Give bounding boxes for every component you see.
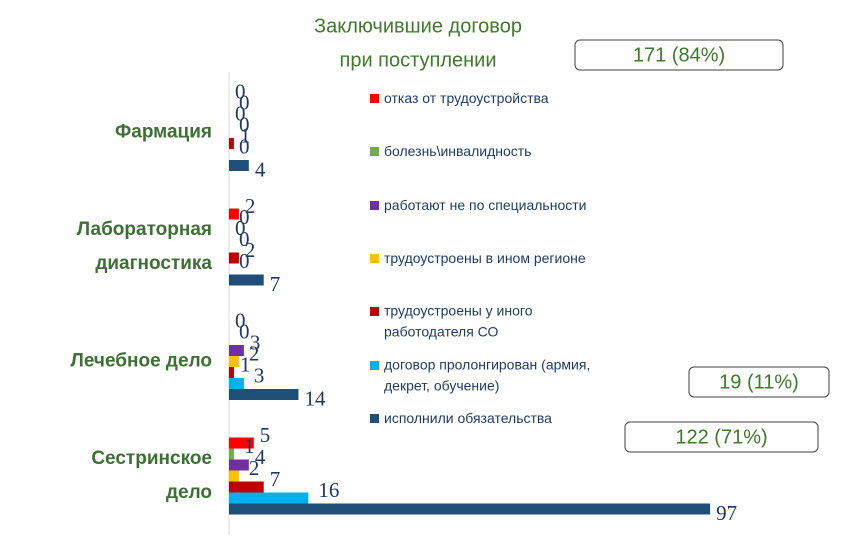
bar xyxy=(229,437,254,449)
value-label: 1 xyxy=(240,352,251,376)
legend-label: болезнь\инвалидность xyxy=(384,143,531,159)
category-label-line: Лабораторная xyxy=(77,219,212,240)
legend-label-line: трудоустроены в ином регионе xyxy=(384,250,586,266)
value-label: 0 xyxy=(239,319,250,343)
legend-label: трудоустроены в ином регионе xyxy=(384,250,586,266)
legend-label-line: работают не по специальности xyxy=(384,197,586,213)
value-label: 14 xyxy=(304,386,326,410)
category-label-line: Лечебное дело xyxy=(71,351,213,372)
bar xyxy=(229,481,264,493)
bar xyxy=(229,252,239,264)
value-label: 2 xyxy=(245,194,256,218)
category-label: Фармация xyxy=(115,122,212,143)
legend-swatch xyxy=(370,414,379,423)
bar xyxy=(229,459,249,471)
legend-label-line: декрет, обучение) xyxy=(384,377,499,393)
value-label: 0 xyxy=(239,249,250,273)
legend-label-line: работодателя СО xyxy=(384,323,498,339)
bar xyxy=(229,274,264,286)
legend-swatch xyxy=(370,147,379,156)
category-label: Лабораторная диагностика xyxy=(77,219,213,274)
category-label: Лечебное дело xyxy=(71,351,213,372)
title-line: при поступлении xyxy=(339,49,496,71)
bar xyxy=(229,470,239,482)
category-label-line: дело xyxy=(166,482,212,503)
legend-swatch xyxy=(370,307,379,316)
bar xyxy=(229,389,299,400)
value-label: 1 xyxy=(244,434,255,458)
legend-swatch xyxy=(370,254,379,263)
legend-label: работают не по специальности xyxy=(384,197,586,213)
annotation-box xyxy=(624,421,819,453)
legend-label-line: трудоустроены у иного xyxy=(384,302,533,318)
value-label: 4 xyxy=(255,157,266,181)
bar xyxy=(229,208,239,220)
value-label: 0 xyxy=(239,112,250,136)
bar xyxy=(229,367,234,378)
value-label: 0 xyxy=(235,308,246,332)
value-label: 3 xyxy=(250,330,261,354)
legend-label-line: отказ от трудоустройства xyxy=(384,90,549,106)
category-label-line: диагностика xyxy=(95,253,212,274)
value-label: 0 xyxy=(239,134,250,158)
value-label: 0 xyxy=(239,205,250,229)
bar xyxy=(229,492,309,504)
category-label-line: Сестринское xyxy=(91,448,212,469)
annotation-box xyxy=(574,39,784,71)
annotation: 19 (11%) xyxy=(719,371,799,393)
legend-label: отказ от трудоустройства xyxy=(384,90,549,106)
bar xyxy=(229,345,244,356)
bar xyxy=(229,356,239,367)
value-label: 1 xyxy=(240,123,251,147)
legend-label-line: болезнь\инвалидность xyxy=(384,143,531,159)
value-label: 0 xyxy=(235,101,246,125)
bar xyxy=(229,448,234,460)
legend-swatch xyxy=(370,201,379,210)
legend-label-line: договор пролонгирован (армия, xyxy=(384,356,590,372)
legend-label: трудоустроены у иного работодателя СО xyxy=(384,302,533,339)
annotation: 122 (71%) xyxy=(675,426,767,448)
bar xyxy=(229,503,711,515)
value-label: 2 xyxy=(249,456,259,480)
bar xyxy=(229,160,249,171)
category-label-line: Фармация xyxy=(115,122,212,143)
legend-swatch xyxy=(370,361,379,370)
value-label: 2 xyxy=(245,238,256,262)
value-label: 0 xyxy=(235,216,246,240)
category-label: Сестринское дело xyxy=(91,448,212,503)
legend-label-line: исполнили обязательства xyxy=(384,410,552,426)
value-label: 3 xyxy=(254,363,265,387)
value-label: 7 xyxy=(270,467,281,491)
value-label: 0 xyxy=(235,79,246,103)
value-label: 5 xyxy=(260,423,271,447)
value-label: 0 xyxy=(239,227,250,251)
value-label: 2 xyxy=(249,341,259,365)
legend-swatch xyxy=(370,94,379,103)
legend-label: исполнили обязательства xyxy=(384,410,552,426)
value-label: 0 xyxy=(239,90,250,114)
value-label: 97 xyxy=(716,501,737,525)
annotation: 171 (84%) xyxy=(633,44,725,66)
bar xyxy=(229,378,244,389)
annotation-box xyxy=(688,366,830,398)
bar xyxy=(229,138,234,149)
value-label: 16 xyxy=(318,478,339,502)
value-label: 4 xyxy=(255,445,266,469)
legend-label: договор пролонгирован (армия, декрет, обу… xyxy=(384,356,590,393)
value-label: 7 xyxy=(270,272,281,296)
title-line: Заключившие договор xyxy=(314,15,522,37)
